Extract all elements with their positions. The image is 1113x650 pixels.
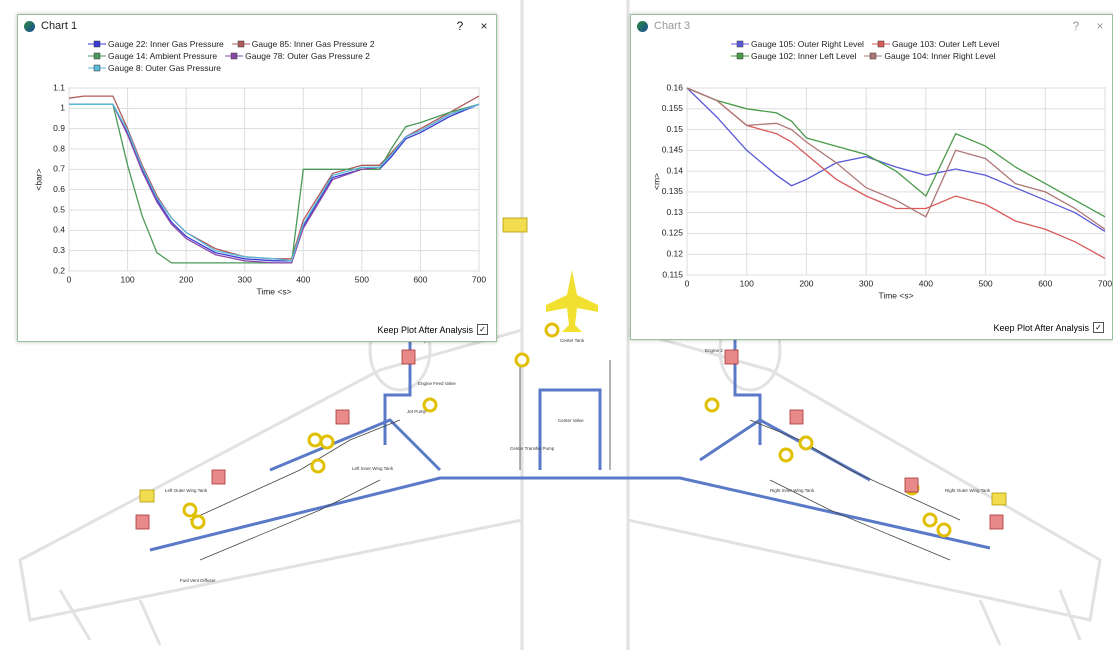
gauges xyxy=(184,324,950,536)
fuel-pipes xyxy=(150,330,990,550)
diagram-label: Center Valve xyxy=(558,418,584,423)
y-tick-label: 0.6 xyxy=(53,184,65,194)
plot: 0.115 0.12 0.125 0.13 0.135 0.14 0.145 0.15 0.15… xyxy=(631,37,1112,317)
x-tick-label: 300 xyxy=(238,274,252,284)
pump-boxes xyxy=(136,350,1003,529)
y-tick-label: 0.13 xyxy=(666,207,683,217)
title-bar: Chart 3 ? × xyxy=(631,15,1112,37)
x-tick-label: 700 xyxy=(472,274,486,284)
option-label: Keep Plot After Analysis xyxy=(993,323,1089,333)
diagram-label: Center Transfer Pump xyxy=(510,446,555,451)
y-tick-label: 0.9 xyxy=(53,123,65,133)
chart-window: Chart 3 ? × Gauge 105: Outer Right Level… xyxy=(630,14,1113,340)
help-button[interactable]: ? xyxy=(448,19,472,33)
y-tick-label: 0.145 xyxy=(662,145,684,155)
y-tick-label: 0.2 xyxy=(53,265,65,275)
screen: Engine 1 Engine Feed Valve Jet Pump Cent… xyxy=(0,0,1113,650)
chart-window: Chart 1 ? × Gauge 22: Inner Gas Pressure… xyxy=(17,14,497,342)
aircraft-icon xyxy=(546,270,598,332)
y-tick-label: 1.1 xyxy=(53,82,65,92)
y-tick-label: 0.115 xyxy=(662,269,683,279)
diagram-label: Right Inner Wing Tank xyxy=(770,488,815,493)
window-title: Chart 3 xyxy=(654,20,1064,32)
y-tick-label: 0.3 xyxy=(53,245,65,255)
title-bar: Chart 1 ? × xyxy=(18,15,496,37)
x-tick-label: 300 xyxy=(859,278,873,288)
y-tick-label: 0.14 xyxy=(666,165,683,175)
x-tick-label: 700 xyxy=(1098,278,1112,288)
y-tick-label: 0.125 xyxy=(662,228,684,238)
x-tick-label: 0 xyxy=(685,278,690,288)
x-tick-label: 600 xyxy=(413,274,427,284)
y-tick-label: 0.4 xyxy=(53,225,65,235)
diagram-label: Left Inner Wing Tank xyxy=(352,466,394,471)
help-button[interactable]: ? xyxy=(1064,19,1088,33)
diagram-label: Center Tank xyxy=(560,338,585,343)
y-tick-label: 0.155 xyxy=(662,103,684,113)
x-tick-label: 0 xyxy=(67,274,72,284)
keep-plot-option[interactable]: Keep Plot After Analysis ✓ xyxy=(377,324,488,335)
plot-area xyxy=(69,88,479,271)
diagram-label: Jet Pump xyxy=(407,409,427,414)
x-tick-label: 400 xyxy=(296,274,310,284)
y-tick-label: 0.135 xyxy=(662,186,684,196)
y-tick-label: 1 xyxy=(60,103,65,113)
y-tick-label: 0.16 xyxy=(666,82,683,92)
y-tick-label: 0.8 xyxy=(53,143,65,153)
option-label: Keep Plot After Analysis xyxy=(377,325,473,335)
checkbox[interactable]: ✓ xyxy=(1093,322,1104,333)
close-button[interactable]: × xyxy=(1088,19,1112,33)
close-button[interactable]: × xyxy=(472,19,496,33)
diagram-label: Right Outer Wing Tank xyxy=(945,488,991,493)
y-tick-label: 0.15 xyxy=(666,124,683,134)
x-axis-label: Time <s> xyxy=(256,286,291,296)
x-tick-label: 200 xyxy=(179,274,193,284)
diagram-label: Left Outer Wing Tank xyxy=(165,488,208,493)
y-tick-label: 0.7 xyxy=(53,164,65,174)
y-axis-label: <bar> xyxy=(33,168,43,190)
plot: 0.2 0.3 0.4 0.5 0.6 0.7 0.8 0.9 1 1.1 0 100 200 300 40… xyxy=(18,37,496,317)
diagram-label: Fuel Vent Diffuser xyxy=(180,578,216,583)
x-tick-label: 600 xyxy=(1038,278,1052,288)
checkbox[interactable]: ✓ xyxy=(477,324,488,335)
x-tick-label: 200 xyxy=(799,278,813,288)
diagram-label: Engine Feed Valve xyxy=(418,381,456,386)
window-title: Chart 1 xyxy=(41,20,448,32)
keep-plot-option[interactable]: Keep Plot After Analysis ✓ xyxy=(993,322,1104,333)
y-axis-label: <m> xyxy=(651,173,661,190)
x-tick-label: 100 xyxy=(120,274,134,284)
diagram-label: Engine 2 xyxy=(705,348,723,353)
y-tick-label: 0.5 xyxy=(53,204,65,214)
x-tick-label: 400 xyxy=(919,278,933,288)
x-axis-label: Time <s> xyxy=(878,290,913,300)
x-tick-label: 100 xyxy=(740,278,754,288)
y-tick-label: 0.12 xyxy=(666,248,683,258)
x-tick-label: 500 xyxy=(355,274,369,284)
x-tick-label: 500 xyxy=(978,278,992,288)
